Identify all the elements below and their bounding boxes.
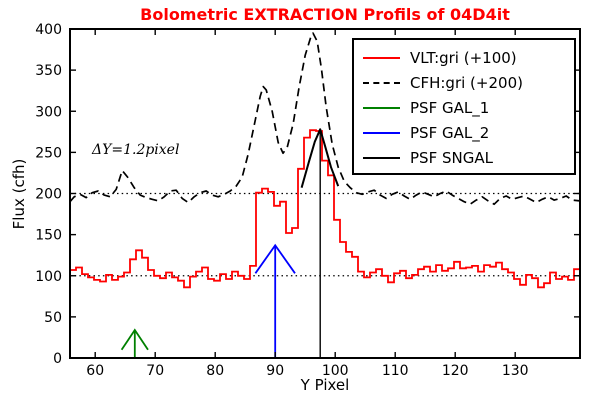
y-tick-label: 250 [35, 145, 62, 161]
x-tick-label: 90 [266, 363, 284, 379]
legend-label-psf-gal2: PSF GAL_2 [410, 123, 490, 142]
y-tick-label: 300 [35, 104, 62, 120]
y-tick-label: 350 [35, 63, 62, 79]
x-axis-label: Y Pixel [300, 376, 350, 394]
x-tick-label: 110 [382, 363, 409, 379]
x-tick-label: 80 [206, 363, 224, 379]
legend: VLT:gri (+100) CFH:gri (+200) PSF GAL_1 … [352, 38, 576, 175]
x-tick-label: 60 [86, 363, 104, 379]
y-tick-label: 400 [35, 22, 62, 38]
psf-gal-2-arrow-head [254, 243, 296, 274]
legend-row-psf-gal1: PSF GAL_1 [363, 95, 574, 120]
legend-row-cfh: CFH:gri (+200) [363, 70, 574, 95]
x-tick-label: 100 [322, 363, 349, 379]
y-tick-label: 200 [35, 187, 62, 203]
legend-row-psf-sngal: PSF SNGAL [363, 145, 574, 170]
y-tick-label: 0 [53, 351, 62, 367]
cfh-line-sample [363, 81, 400, 84]
psf-gal2-line-sample [363, 131, 400, 134]
legend-row-vlt: VLT:gri (+100) [363, 45, 574, 70]
chart-title: Bolometric EXTRACTION Profils of 04D4it [140, 5, 510, 24]
x-tick-label: 70 [146, 363, 164, 379]
y-tick-label: 50 [44, 310, 62, 326]
x-tick-label: 120 [442, 363, 469, 379]
cfh-dashed-line [69, 32, 581, 206]
psf-gal1-line-sample [363, 106, 400, 109]
legend-row-psf-gal2: PSF GAL_2 [363, 120, 574, 145]
legend-label-psf-sngal: PSF SNGAL [410, 148, 493, 167]
vlt-line-sample [363, 56, 400, 59]
psf-sngal-peak-line [300, 128, 340, 188]
legend-label-psf-gal1: PSF GAL_1 [410, 98, 490, 117]
y-axis-label: Flux (cfh) [10, 158, 28, 230]
psf-gal-1-arrow-head [120, 328, 149, 351]
y-tick-label: 150 [35, 228, 62, 244]
vlt-step-line [70, 129, 580, 289]
legend-label-vlt: VLT:gri (+100) [410, 48, 517, 67]
delta-y-annotation: ΔY=1.2pixel [92, 142, 180, 158]
legend-label-cfh: CFH:gri (+200) [410, 73, 523, 92]
psf-sngal-line-sample [363, 156, 400, 159]
y-tick-label: 100 [35, 269, 62, 285]
x-tick-label: 130 [502, 363, 529, 379]
